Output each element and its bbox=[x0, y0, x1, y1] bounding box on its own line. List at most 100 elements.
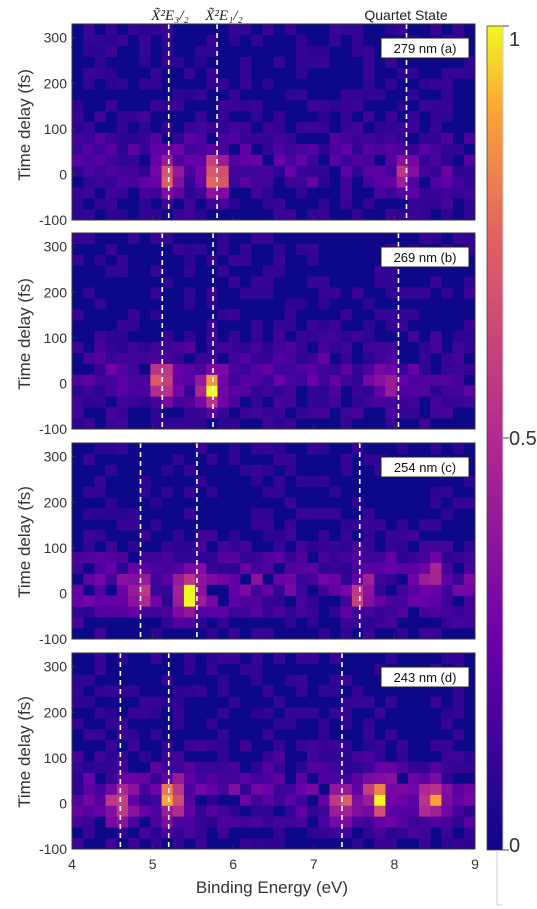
heatmap-cell bbox=[161, 122, 174, 134]
heatmap-cell bbox=[206, 287, 218, 299]
heatmap-cell bbox=[139, 187, 151, 199]
heatmap-cell bbox=[340, 541, 353, 553]
heatmap-cell bbox=[83, 165, 95, 177]
heatmap-cell bbox=[228, 805, 241, 817]
heatmap-cell bbox=[374, 783, 386, 795]
heatmap-cell bbox=[161, 816, 174, 828]
heatmap-cell bbox=[396, 783, 409, 795]
heatmap-cell bbox=[83, 132, 95, 145]
heatmap-cell bbox=[463, 165, 476, 177]
heatmap-cell bbox=[407, 154, 420, 166]
heatmap-cell bbox=[385, 562, 397, 574]
heatmap-cell bbox=[217, 265, 230, 277]
heatmap-cell bbox=[251, 475, 263, 487]
heatmap-cell bbox=[217, 805, 230, 817]
heatmap-cell bbox=[441, 486, 453, 498]
heatmap-cell bbox=[251, 584, 263, 596]
heatmap-cell bbox=[139, 486, 151, 498]
heatmap-cell bbox=[262, 772, 274, 784]
heatmap-cell bbox=[72, 233, 84, 245]
heatmap-cell bbox=[407, 287, 420, 299]
heatmap-cell bbox=[251, 176, 263, 188]
heatmap-cell bbox=[452, 341, 465, 354]
heatmap-cell bbox=[463, 838, 476, 850]
heatmap-cell bbox=[463, 276, 476, 288]
heatmap-cell bbox=[183, 254, 196, 266]
heatmap-cell bbox=[385, 187, 397, 199]
heatmap-cell bbox=[396, 827, 409, 839]
heatmap-cell bbox=[351, 606, 364, 618]
heatmap-cell bbox=[329, 751, 341, 763]
heatmap-cell bbox=[318, 562, 330, 574]
heatmap-cell bbox=[396, 443, 409, 455]
heatmap-cell bbox=[363, 718, 375, 730]
heatmap-cell bbox=[351, 331, 364, 343]
ylabel-a: Time delay (fs) bbox=[15, 69, 34, 181]
heatmap-cell bbox=[385, 287, 397, 299]
heatmap-cell bbox=[441, 385, 453, 397]
heatmap-cell bbox=[94, 56, 106, 68]
heatmap-cell bbox=[463, 584, 476, 596]
heatmap-cell bbox=[396, 519, 409, 531]
heatmap-cell bbox=[228, 573, 241, 585]
heatmap-cell bbox=[262, 143, 274, 155]
heatmap-cell bbox=[195, 187, 207, 199]
heatmap-cell bbox=[105, 464, 118, 476]
heatmap-cell bbox=[228, 595, 241, 607]
heatmap-cell bbox=[105, 541, 118, 553]
heatmap-cell bbox=[430, 331, 442, 343]
heatmap-cell bbox=[72, 816, 84, 828]
heatmap-cell bbox=[363, 551, 375, 564]
heatmap-cell bbox=[161, 573, 174, 585]
heatmap-cell bbox=[318, 385, 330, 397]
heatmap-cell bbox=[441, 508, 453, 520]
heatmap-cell bbox=[407, 111, 420, 123]
heatmap-cell bbox=[195, 541, 207, 553]
heatmap-cell bbox=[329, 287, 341, 299]
heatmap-cell bbox=[94, 176, 106, 188]
heatmap-cell bbox=[419, 772, 431, 784]
heatmap-cell bbox=[83, 34, 95, 47]
heatmap-cell bbox=[150, 396, 162, 408]
heatmap-cell bbox=[351, 685, 364, 697]
heatmap-cell bbox=[262, 233, 274, 245]
y-tick-label: 0 bbox=[59, 375, 67, 391]
heatmap-cell bbox=[396, 740, 409, 752]
heatmap-cell bbox=[329, 486, 341, 498]
heatmap-cell bbox=[284, 89, 297, 101]
heatmap-cell bbox=[228, 584, 241, 596]
heatmap-cell bbox=[206, 67, 218, 79]
heatmap-cell bbox=[351, 363, 364, 375]
heatmap-cell bbox=[251, 838, 263, 850]
heatmap-cell bbox=[127, 24, 140, 36]
heatmap-cell bbox=[228, 530, 241, 542]
heatmap-cell bbox=[374, 551, 386, 564]
heatmap-cell bbox=[340, 816, 353, 828]
heatmap-cell bbox=[407, 363, 420, 375]
heatmap-cell bbox=[374, 562, 386, 574]
heatmap-cell bbox=[307, 475, 319, 487]
heatmap-cell bbox=[307, 56, 319, 68]
heatmap-cell bbox=[83, 453, 95, 466]
heatmap-cell bbox=[452, 573, 465, 585]
heatmap-cell bbox=[183, 541, 196, 553]
heatmap-cell bbox=[340, 530, 353, 542]
heatmap-cell bbox=[407, 407, 420, 419]
heatmap-cell bbox=[251, 551, 263, 564]
heatmap-cell bbox=[83, 45, 95, 57]
heatmap-cell bbox=[363, 827, 375, 839]
heatmap-cell bbox=[150, 584, 162, 596]
heatmap-cell bbox=[262, 729, 274, 741]
heatmap-cell bbox=[206, 34, 218, 47]
heatmap-cell bbox=[340, 794, 353, 806]
heatmap-cell bbox=[295, 45, 308, 57]
heatmap-cell bbox=[139, 352, 151, 364]
heatmap-cell bbox=[228, 772, 241, 784]
panel-2: 269 nm (b) -100 0 100 200 300 bbox=[39, 232, 476, 437]
heatmap-cell bbox=[385, 132, 397, 145]
heatmap-cell bbox=[239, 363, 252, 375]
heatmap-cell bbox=[217, 363, 230, 375]
heatmap-cell bbox=[351, 794, 364, 806]
heatmap-cell bbox=[183, 176, 196, 188]
heatmap-cell bbox=[139, 45, 151, 57]
